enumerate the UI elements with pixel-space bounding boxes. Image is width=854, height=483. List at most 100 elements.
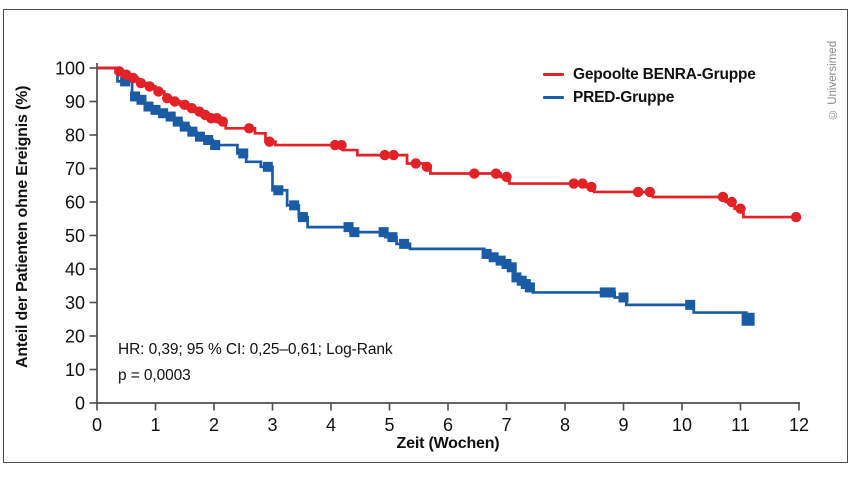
y-tick-label: 30 bbox=[65, 293, 85, 313]
censor-marker-square bbox=[685, 299, 696, 310]
censor-marker-square bbox=[172, 116, 183, 127]
y-tick-label: 90 bbox=[65, 92, 85, 112]
censor-marker-circle bbox=[217, 116, 228, 127]
x-tick-label: 12 bbox=[789, 415, 809, 435]
censor-marker-circle bbox=[726, 196, 737, 208]
censor-marker-square bbox=[179, 121, 190, 132]
legend-label-benra: Gepoolte BENRA-Gruppe bbox=[573, 65, 756, 83]
censor-marker-square bbox=[120, 76, 131, 87]
censor-marker-square bbox=[605, 287, 616, 298]
series-curves bbox=[97, 66, 802, 326]
x-tick-label: 8 bbox=[560, 415, 570, 435]
hr-ci-text: HR: 0,39; 95 % CI: 0,25–0,61; Log-Rank bbox=[118, 341, 393, 358]
censor-marker-circle bbox=[490, 168, 502, 179]
censor-marker-circle bbox=[586, 181, 597, 193]
censor-marker-square bbox=[297, 212, 308, 223]
censor-marker-circle bbox=[128, 72, 139, 84]
y-tick-label: 20 bbox=[65, 326, 85, 346]
y-tick-label: 60 bbox=[65, 192, 85, 212]
censor-marker-square bbox=[349, 227, 360, 238]
p-value-text: p = 0,0003 bbox=[118, 367, 191, 384]
censor-marker-square bbox=[599, 287, 610, 298]
censor-marker-circle bbox=[735, 203, 746, 214]
x-tick-label: 2 bbox=[209, 415, 219, 435]
censor-marker-square bbox=[143, 101, 154, 112]
censor-marker-circle bbox=[790, 211, 802, 223]
stats-annotation: HR: 0,39; 95 % CI: 0,25–0,61; Log-Rank p… bbox=[118, 337, 393, 389]
censor-marker-circle bbox=[243, 123, 255, 134]
censor-marker-circle bbox=[577, 178, 588, 189]
censor-marker-square bbox=[399, 238, 410, 249]
censor-marker-square bbox=[343, 222, 354, 233]
censor-marker-square bbox=[524, 282, 535, 293]
y-tick-label: 70 bbox=[65, 159, 85, 179]
censor-marker-square bbox=[273, 185, 284, 196]
legend-item-pred: PRED-Gruppe bbox=[543, 86, 756, 109]
censor-marker-circle bbox=[501, 171, 512, 183]
censor-marker-square bbox=[210, 140, 221, 151]
y-tick-label: 0 bbox=[75, 393, 85, 413]
censor-marker-circle bbox=[336, 139, 347, 151]
censor-marker-circle bbox=[421, 161, 433, 173]
x-tick-label: 5 bbox=[384, 415, 394, 435]
censor-marker-square bbox=[511, 272, 522, 283]
censor-marker-circle bbox=[379, 149, 391, 161]
censor-marker-circle bbox=[410, 158, 422, 169]
censor-marker-circle bbox=[568, 178, 579, 189]
censor-marker-circle bbox=[469, 168, 480, 179]
censor-marker-square bbox=[378, 227, 389, 238]
censor-marker-square bbox=[194, 131, 205, 142]
legend-label-pred: PRED-Gruppe bbox=[573, 88, 675, 106]
censor-marker-square bbox=[262, 161, 273, 172]
censor-marker-square bbox=[136, 94, 147, 105]
censor-marker-square bbox=[289, 200, 300, 211]
censor-marker-circle bbox=[632, 186, 644, 198]
pred-line-swatch bbox=[543, 95, 564, 100]
censor-marker-square bbox=[130, 91, 141, 102]
y-tick-label: 10 bbox=[65, 360, 85, 380]
censor-marker-square bbox=[165, 111, 176, 122]
y-axis-title: Anteil der Patienten ohne Ereignis (%) bbox=[14, 85, 31, 369]
censor-marker-square bbox=[150, 104, 161, 115]
x-tick-label: 9 bbox=[618, 415, 628, 435]
censor-marker-square bbox=[495, 255, 506, 266]
x-tick-label: 11 bbox=[731, 415, 750, 435]
censor-marker-circle bbox=[388, 149, 399, 161]
y-tick-label: 50 bbox=[65, 226, 85, 246]
x-axis-title: Zeit (Wochen) bbox=[396, 435, 500, 452]
censor-marker-square bbox=[501, 258, 512, 269]
censor-marker-square bbox=[387, 232, 398, 243]
x-tick-label: 1 bbox=[150, 415, 160, 435]
x-tick-label: 3 bbox=[267, 415, 277, 435]
censor-marker-square bbox=[187, 126, 198, 137]
censor-marker-circle bbox=[717, 191, 729, 203]
y-tick-label: 100 bbox=[55, 58, 85, 78]
censor-marker-circle bbox=[144, 81, 155, 92]
benra-line-swatch bbox=[543, 72, 564, 77]
censor-marker-square bbox=[203, 135, 214, 146]
censor-marker-square bbox=[618, 292, 629, 303]
censor-marker-circle bbox=[644, 186, 656, 198]
x-tick-label: 6 bbox=[443, 415, 453, 435]
legend-item-benra: Gepoolte BENRA-Gruppe bbox=[543, 63, 756, 86]
censor-marker-circle bbox=[153, 86, 164, 97]
x-tick-label: 10 bbox=[672, 415, 692, 435]
censor-marker-square bbox=[741, 312, 755, 326]
censor-marker-square bbox=[158, 108, 169, 119]
censor-marker-square bbox=[481, 248, 492, 259]
legend: Gepoolte BENRA-Gruppe PRED-Gruppe bbox=[543, 63, 756, 109]
censor-marker-circle bbox=[169, 96, 181, 107]
x-tick-label: 7 bbox=[501, 415, 511, 435]
censor-marker-circle bbox=[135, 77, 147, 89]
censor-marker-square bbox=[238, 148, 249, 159]
y-tick-label: 80 bbox=[65, 125, 85, 145]
censor-marker-circle bbox=[264, 136, 275, 147]
censor-marker-square bbox=[488, 252, 499, 263]
x-tick-label: 4 bbox=[326, 415, 336, 435]
copyright-text: © Universimed bbox=[827, 40, 839, 120]
censor-marker-square bbox=[506, 262, 517, 273]
x-tick-label: 0 bbox=[92, 415, 102, 435]
